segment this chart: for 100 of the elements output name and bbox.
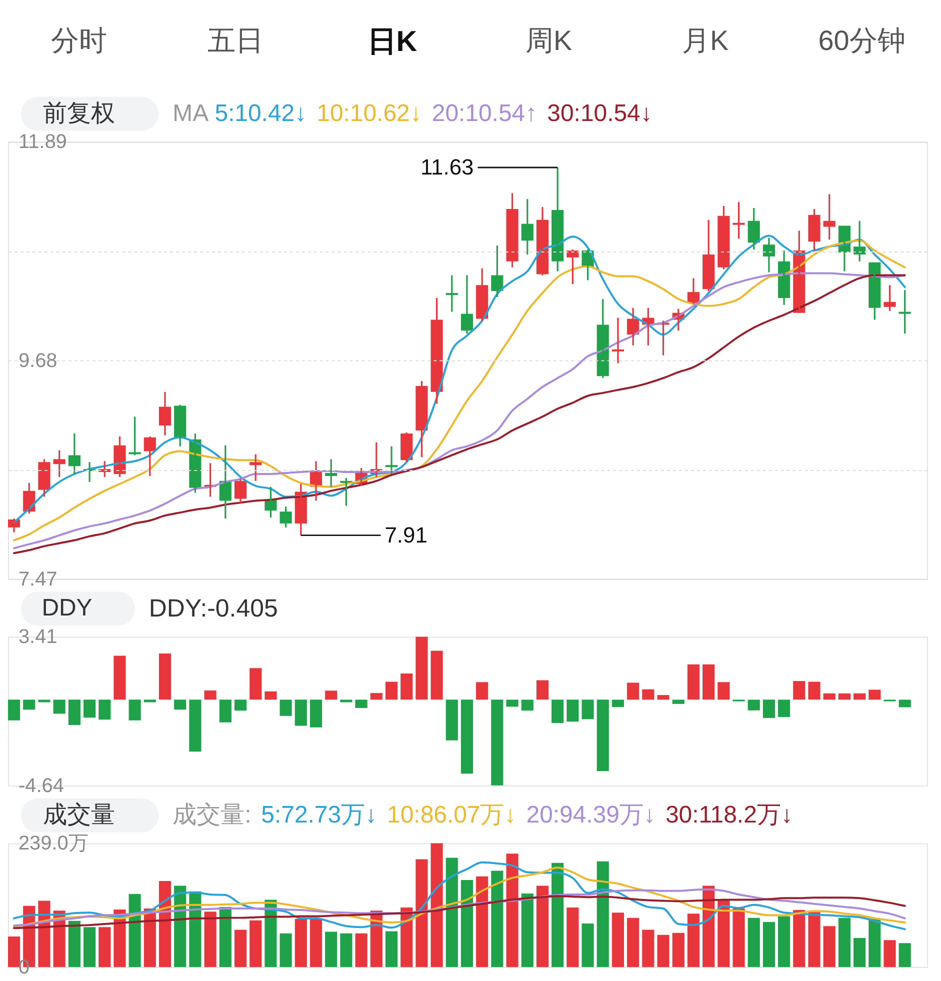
bar bbox=[446, 858, 458, 967]
bar bbox=[189, 700, 202, 752]
bar bbox=[808, 912, 820, 967]
bar bbox=[884, 940, 896, 967]
bar bbox=[355, 933, 368, 967]
bar bbox=[158, 654, 172, 700]
bar bbox=[114, 656, 126, 700]
bar bbox=[552, 700, 564, 723]
bar bbox=[898, 700, 911, 708]
bar bbox=[838, 693, 850, 700]
bar bbox=[823, 693, 836, 700]
bar bbox=[612, 700, 624, 708]
legend-title: MA bbox=[172, 100, 209, 127]
bar bbox=[416, 859, 428, 967]
bar bbox=[838, 918, 850, 967]
bar bbox=[612, 912, 624, 967]
bar bbox=[476, 682, 488, 700]
chart-title: 前复权 bbox=[42, 100, 115, 127]
bar bbox=[385, 931, 398, 967]
text: 五日 bbox=[208, 25, 264, 56]
bar bbox=[506, 700, 518, 707]
bar bbox=[264, 691, 277, 700]
bar bbox=[174, 700, 186, 710]
bar bbox=[536, 886, 549, 967]
text: 月K bbox=[682, 25, 729, 56]
y-tick-label: 11.89 bbox=[18, 131, 67, 154]
bar bbox=[793, 910, 806, 967]
y-tick-label: 239.0万 bbox=[18, 832, 88, 855]
bar bbox=[748, 918, 760, 967]
text: 5:72.73万↓ bbox=[261, 801, 378, 828]
y-tick-label: 7.47 bbox=[18, 568, 58, 590]
bar bbox=[310, 918, 322, 967]
bar bbox=[430, 650, 443, 700]
annotation: 7.91 bbox=[384, 522, 428, 548]
bar bbox=[446, 700, 458, 740]
bar bbox=[370, 693, 382, 700]
bar bbox=[898, 943, 911, 967]
bar bbox=[521, 700, 534, 711]
bar bbox=[732, 908, 745, 967]
bar bbox=[657, 934, 670, 967]
bar bbox=[128, 700, 141, 720]
text: 30:10.54↓ bbox=[547, 100, 652, 127]
bar bbox=[868, 918, 881, 967]
bar bbox=[128, 894, 141, 967]
bar bbox=[566, 700, 579, 722]
text: 分时 bbox=[51, 25, 108, 56]
bar bbox=[552, 862, 564, 967]
bar bbox=[793, 681, 806, 700]
bar bbox=[536, 680, 549, 700]
text: 10:10.62↓ bbox=[316, 100, 422, 127]
bar bbox=[294, 918, 307, 967]
bar bbox=[657, 695, 670, 700]
y-tick-label: 9.68 bbox=[18, 350, 58, 372]
bar bbox=[476, 876, 488, 967]
bar bbox=[582, 924, 594, 967]
text: 30:118.2万↓ bbox=[665, 801, 793, 828]
bar bbox=[325, 932, 338, 967]
bar bbox=[778, 916, 790, 967]
bar bbox=[566, 907, 579, 967]
bar bbox=[521, 893, 534, 967]
candlestick bbox=[808, 208, 820, 252]
bar bbox=[718, 682, 730, 700]
bar bbox=[854, 938, 866, 967]
bar bbox=[294, 700, 307, 726]
bar bbox=[506, 854, 518, 967]
bar bbox=[38, 900, 50, 967]
bar bbox=[627, 682, 640, 700]
bar bbox=[219, 700, 232, 722]
bar bbox=[98, 700, 111, 720]
bar bbox=[868, 690, 881, 700]
bar bbox=[250, 920, 262, 967]
text: 60分钟 bbox=[818, 25, 906, 56]
bar bbox=[642, 689, 654, 700]
bar bbox=[250, 668, 262, 700]
text: 10:86.07万↓ bbox=[387, 801, 516, 828]
bar bbox=[53, 700, 66, 714]
bar bbox=[355, 700, 368, 708]
bar bbox=[83, 700, 96, 718]
text: 20:10.54↑ bbox=[432, 100, 538, 127]
text: 周K bbox=[525, 25, 572, 56]
bar bbox=[68, 920, 80, 967]
bar bbox=[68, 700, 80, 725]
text: 5:10.42↓ bbox=[214, 100, 307, 127]
bar bbox=[672, 700, 684, 704]
bar bbox=[491, 700, 504, 786]
legend-title: 成交量: bbox=[172, 801, 252, 828]
bar bbox=[854, 693, 866, 700]
candlestick bbox=[506, 192, 518, 268]
bar bbox=[8, 700, 20, 720]
candlestick bbox=[884, 284, 896, 312]
chart-subtitle: DDY:-0.405 bbox=[148, 594, 278, 623]
bar bbox=[672, 932, 684, 967]
bar bbox=[596, 700, 609, 772]
bar bbox=[823, 926, 836, 967]
bar bbox=[204, 912, 216, 967]
bar bbox=[174, 886, 186, 967]
bar bbox=[687, 914, 700, 967]
line-series bbox=[13, 888, 906, 927]
bar bbox=[748, 700, 760, 710]
bar bbox=[325, 690, 338, 700]
